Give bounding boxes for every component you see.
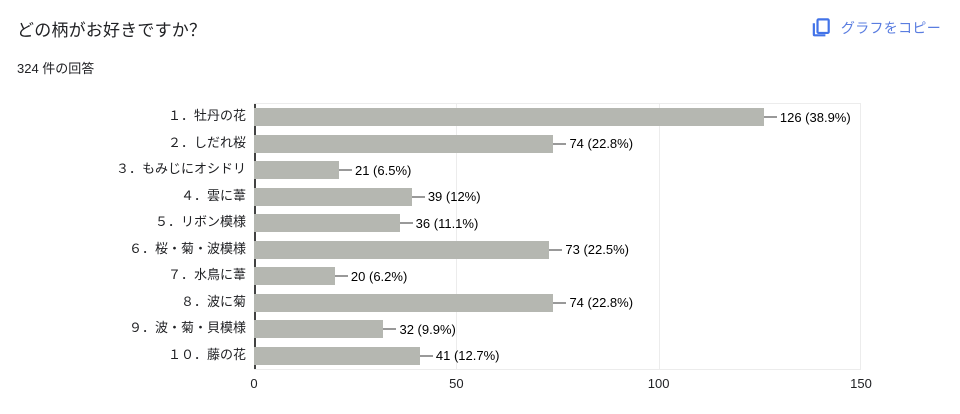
- bar: [254, 161, 339, 180]
- bar: [254, 293, 554, 312]
- x-axis: 0 50 100 150: [250, 370, 871, 394]
- bar-row: 20 (6.2%): [254, 263, 861, 290]
- leader-line: [334, 275, 348, 278]
- bars-container: 126 (38.9%) 74 (22.8%) 21 (6.5%) 39 (12%) 36…: [254, 104, 861, 369]
- page-title: どの柄がお好きですか？: [17, 21, 207, 40]
- leader-line: [553, 301, 567, 304]
- category-label: ５．リボン模様: [154, 214, 246, 229]
- leader-line: [399, 222, 413, 225]
- category-label: ４．雲に葦: [180, 187, 246, 203]
- bar: [254, 267, 335, 286]
- bar: [254, 187, 412, 206]
- value-label: 41 (12.7%): [435, 348, 500, 364]
- leader-line: [763, 116, 777, 119]
- x-tick-label: 0: [250, 376, 258, 391]
- gridline-50: [456, 104, 458, 369]
- bar-row: 41 (12.7%): [254, 343, 861, 370]
- response-count: 324 件の回答: [17, 61, 95, 76]
- bar: [254, 240, 550, 259]
- bar-chart: １．牡丹の花 ２．しだれ桜 ３．もみじにオシドリ ４．雲に葦 ５．リボン模様 ６．桜・菊・…: [16, 103, 872, 394]
- leader-line: [411, 195, 425, 198]
- y-axis-line: [254, 104, 256, 369]
- bar: [254, 108, 764, 127]
- bar: [254, 134, 554, 153]
- value-label: 74 (22.8%): [569, 295, 634, 311]
- leader-line: [553, 142, 567, 145]
- x-tick-label: 50: [449, 376, 464, 391]
- bar: [254, 346, 420, 365]
- x-tick-label: 150: [850, 376, 872, 391]
- plot-area: 126 (38.9%) 74 (22.8%) 21 (6.5%) 39 (12%) 36…: [254, 103, 861, 370]
- value-label: 36 (11.1%): [415, 215, 479, 231]
- category-label: １０．藤の花: [167, 346, 246, 362]
- category-label: ９．波・菊・貝模様: [128, 320, 246, 335]
- bar-row: 32 (9.9%): [254, 316, 861, 343]
- bar: [254, 214, 400, 233]
- value-label: 74 (22.8%): [569, 136, 634, 152]
- gridline-100: [658, 104, 660, 369]
- bar-row: 74 (22.8%): [254, 131, 861, 158]
- category-label: １．牡丹の花: [167, 108, 246, 123]
- category-label: ２．しだれ桜: [167, 134, 246, 150]
- leader-line: [419, 354, 433, 357]
- gridline-150: [860, 104, 861, 369]
- bar-row: 39 (12%): [254, 184, 861, 211]
- bar-row: 73 (22.5%): [254, 237, 861, 264]
- value-label: 21 (6.5%): [354, 162, 412, 178]
- bar-row: 21 (6.5%): [254, 157, 861, 184]
- value-label: 20 (6.2%): [350, 268, 408, 284]
- copy-chart-icon: [810, 17, 832, 39]
- value-label: 73 (22.5%): [565, 242, 629, 258]
- copy-chart-button[interactable]: グラフをコピー: [808, 15, 943, 41]
- category-labels-column: １．牡丹の花 ２．しだれ桜 ３．もみじにオシドリ ４．雲に葦 ５．リボン模様 ６．桜・菊・…: [16, 103, 254, 370]
- value-label: 39 (12%): [427, 189, 481, 205]
- bar: [254, 320, 384, 339]
- bar-row: 74 (22.8%): [254, 290, 861, 317]
- category-label: ６．桜・菊・波模様: [128, 240, 246, 256]
- x-tick-label: 100: [647, 376, 670, 391]
- category-label: ３．もみじにオシドリ: [115, 161, 246, 176]
- bar-row: 36 (11.1%): [254, 210, 861, 237]
- leader-line: [338, 169, 352, 172]
- value-label: 32 (9.9%): [399, 321, 456, 337]
- copy-chart-label: グラフをコピー: [840, 20, 941, 36]
- category-label: ８．波に菊: [180, 293, 246, 309]
- value-label: 126 (38.9%): [779, 109, 851, 125]
- leader-line: [383, 328, 397, 331]
- category-label: ７．水鳥に葦: [167, 267, 246, 282]
- bar-row: 126 (38.9%): [254, 104, 861, 131]
- leader-line: [549, 248, 563, 251]
